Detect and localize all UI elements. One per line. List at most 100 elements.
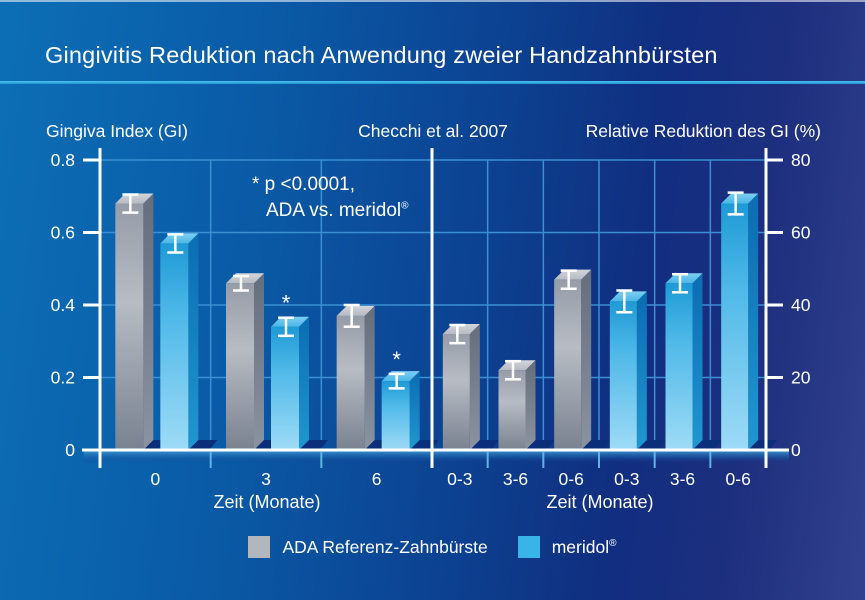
bar-front-face (665, 283, 693, 450)
svg-text:0-3: 0-3 (447, 469, 472, 489)
svg-text:20: 20 (791, 368, 811, 388)
error-bar (616, 289, 633, 314)
left-chart-bars: ** (115, 193, 439, 450)
right-chart-bars (442, 191, 778, 450)
svg-text:40: 40 (791, 295, 811, 315)
error-bar (343, 303, 360, 328)
svg-text:0: 0 (150, 469, 160, 489)
svg-text:0.8: 0.8 (51, 150, 75, 170)
error-bar (233, 274, 249, 292)
annotation-line1: * p <0.0001, (252, 174, 356, 195)
svg-text:0-6: 0-6 (559, 469, 584, 489)
bar-top-face (442, 324, 480, 334)
significance-asterisk: * (392, 347, 401, 372)
svg-text:0-6: 0-6 (726, 469, 751, 489)
category-labels: 0 3 6 0-3 3-6 0-6 0-3 3-6 0-6 (150, 469, 750, 489)
bar-front-face (336, 315, 365, 450)
svg-text:0.6: 0.6 (51, 223, 75, 243)
svg-text:3-6: 3-6 (670, 469, 695, 489)
bar-ada-month-0 (115, 193, 173, 450)
error-bar (278, 316, 294, 338)
significance-annotation: * p <0.0001, ADA vs. meridol® (252, 172, 409, 224)
svg-text:3: 3 (261, 469, 271, 489)
bar-top-face (609, 291, 647, 302)
bar-top-face (721, 193, 759, 204)
bar-front-face (498, 370, 526, 450)
bar-side-face (254, 273, 264, 450)
bar-side-face (188, 233, 199, 450)
header-divider (0, 81, 865, 84)
bar-top-face (554, 269, 592, 280)
error-bar (122, 193, 139, 214)
bar-front-face (721, 203, 749, 450)
xaxis-caption-left: Zeit (Monate) (213, 492, 321, 512)
bar-front-face (381, 381, 410, 450)
svg-text:0.4: 0.4 (51, 295, 76, 315)
bar-front-face (442, 334, 470, 450)
bar-ada-0-3 (442, 323, 499, 450)
bar-side-face (692, 273, 703, 450)
bar-side-face (525, 360, 536, 450)
bar-ada-0-6 (554, 269, 611, 450)
error-bar (388, 372, 405, 390)
bar-top-face (271, 316, 309, 327)
bar-side-face (636, 291, 647, 450)
bar-front-face (271, 326, 299, 450)
bar-meridol-0-6 (721, 191, 778, 450)
category-ticks (209, 452, 712, 468)
bar-meridol-0-3 (609, 289, 666, 450)
bar-top-face (336, 305, 375, 316)
error-bar (505, 359, 521, 381)
bar-front-face (115, 203, 144, 450)
bar-top-face (498, 360, 536, 371)
bar-top-face (115, 193, 154, 204)
legend-item-meridol: meridol® (517, 536, 617, 558)
bar-meridol-month-6: * (381, 347, 439, 450)
gridlines (100, 159, 766, 450)
legend-item-ada: ADA Referenz-Zahnbürste (248, 536, 488, 558)
bar-side-face (748, 193, 759, 450)
bar-meridol-month-3: * (271, 291, 328, 450)
bar-top-face (160, 233, 199, 244)
bar-meridol-month-0 (160, 233, 218, 450)
error-bar (449, 323, 466, 345)
svg-text:80: 80 (791, 150, 811, 170)
legend-swatch-ada (248, 536, 271, 558)
legend-label-ada: ADA Referenz-Zahnbürste (282, 536, 488, 557)
svg-text:0.2: 0.2 (51, 368, 75, 388)
significance-asterisk: * (282, 291, 291, 316)
bar-front-face (609, 301, 637, 450)
bar-front-face (160, 243, 189, 450)
error-bar (672, 272, 688, 294)
svg-text:3-6: 3-6 (503, 469, 528, 489)
error-bar (167, 233, 184, 254)
bar-meridol-3-6 (665, 272, 722, 450)
legend: ADA Referenz-Zahnbürste meridol® (0, 536, 865, 558)
svg-text:0: 0 (65, 440, 75, 460)
bar-front-face (554, 279, 582, 450)
svg-text:0-3: 0-3 (614, 469, 639, 489)
xaxis-caption-right: Zeit (Monate) (546, 492, 654, 512)
bar-ada-month-6 (336, 303, 394, 450)
bar-top-face (665, 273, 703, 284)
error-bar (560, 269, 577, 290)
svg-text:0: 0 (791, 440, 801, 460)
bar-side-face (143, 193, 154, 450)
top-edge-highlight (0, 0, 865, 2)
legend-label-meridol: meridol® (551, 536, 617, 557)
registered-mark: ® (401, 200, 409, 212)
bar-front-face (226, 283, 254, 450)
error-bar (727, 191, 744, 216)
bar-side-face (469, 324, 480, 450)
legend-swatch-meridol (517, 536, 540, 558)
bar-side-face (409, 371, 420, 450)
page-title: Gingivitis Reduktion nach Anwendung zwei… (45, 42, 718, 68)
registered-mark: ® (609, 537, 617, 549)
bar-side-face (364, 305, 375, 450)
svg-text:60: 60 (791, 223, 811, 243)
svg-text:6: 6 (372, 469, 382, 489)
floor-strip (84, 451, 789, 463)
right-axis-title: Relative Reduktion des GI (%) (585, 121, 821, 141)
